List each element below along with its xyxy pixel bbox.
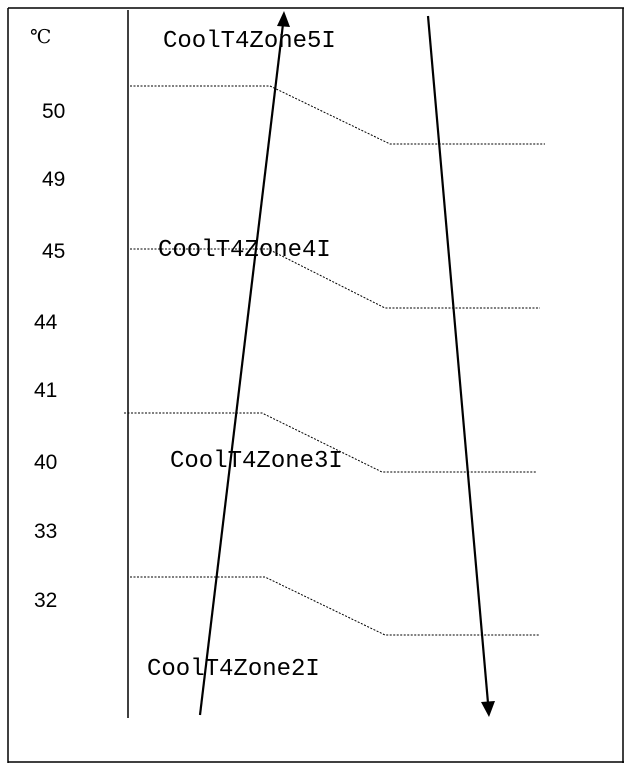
temp-label-41: 41 — [34, 379, 58, 402]
rising-arrow-line — [198, 23, 285, 716]
zone-label-2: CoolT4Zone2I — [147, 656, 320, 683]
temp-label-45: 45 — [42, 240, 66, 263]
zone-label-5: CoolT4Zone5I — [163, 28, 336, 55]
temp-label-32: 32 — [34, 589, 58, 612]
temp-label-40: 40 — [34, 451, 58, 474]
unit-label: ℃ — [30, 26, 52, 48]
threshold-line-zone5 — [130, 85, 545, 145]
falling-arrow-line — [426, 15, 490, 704]
temp-label-49: 49 — [42, 168, 66, 191]
temp-label-50: 50 — [42, 100, 66, 123]
rising-arrowhead — [277, 11, 290, 27]
zone-label-4: CoolT4Zone4I — [158, 237, 331, 264]
falling-arrowhead — [481, 701, 495, 717]
threshold-line-zone4 — [130, 248, 540, 309]
temp-label-44: 44 — [34, 311, 58, 334]
temp-label-33: 33 — [34, 520, 58, 543]
threshold-line-zone2 — [130, 576, 540, 636]
zone-label-3: CoolT4Zone3I — [170, 448, 343, 475]
threshold-line-zone3 — [124, 412, 537, 473]
